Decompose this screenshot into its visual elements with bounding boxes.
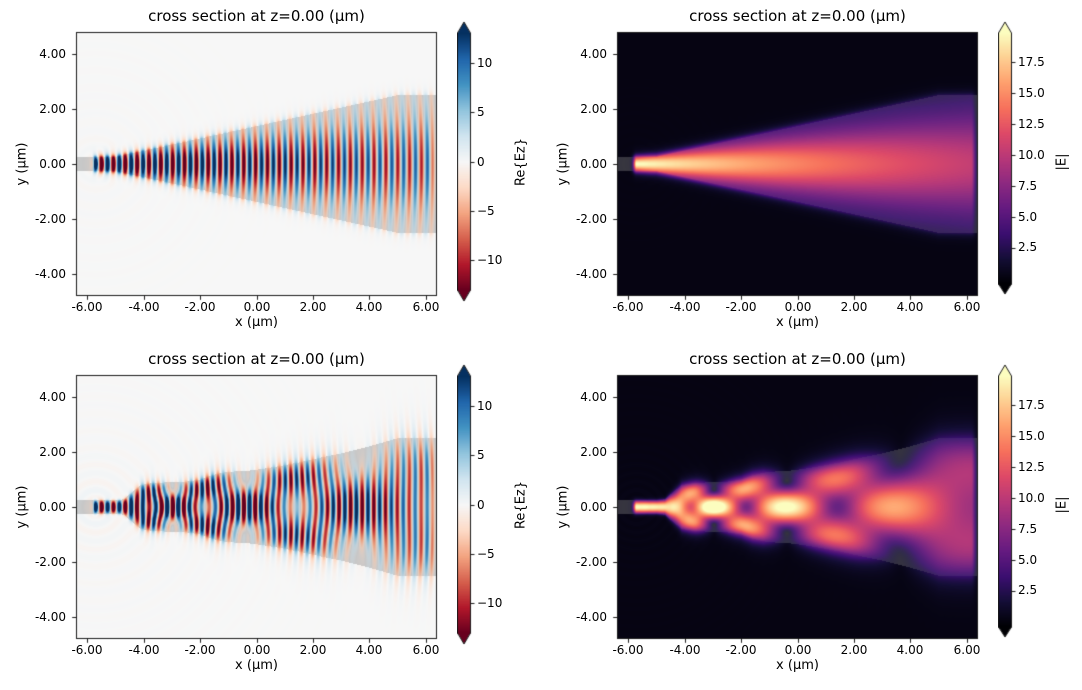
colorbar-tick-label: 2.5 [1018, 240, 1038, 254]
colorbar-e-mag [998, 18, 1018, 310]
x-tick-label: 0.00 [784, 643, 812, 657]
y-tick-label: 4.00 [39, 390, 66, 404]
colorbar-tick-label: −5 [477, 204, 495, 218]
field-heatmap-re-ez-wavy-taper [71, 370, 442, 644]
colorbar-re-ez [457, 361, 477, 653]
x-tick-label: 6.00 [953, 643, 981, 657]
y-tick-label: -4.00 [575, 610, 607, 624]
x-tick-label: 2.00 [840, 300, 868, 314]
y-tick-label: 2.00 [580, 445, 607, 459]
y-tick-label: 2.00 [580, 102, 607, 116]
x-axis-label: x (μm) [235, 315, 278, 330]
colorbar-label: Re{Ez} [513, 480, 529, 530]
x-tick-label: 4.00 [896, 300, 924, 314]
x-tick-label: -2.00 [725, 643, 757, 657]
colorbar-label: |E| [1054, 153, 1070, 171]
colorbar-tick-label: 5.0 [1018, 210, 1038, 224]
x-tick-label: -6.00 [612, 643, 644, 657]
field-heatmap-re-ez-linear-taper [71, 27, 442, 301]
y-tick-label: 4.00 [580, 390, 607, 404]
y-tick-label: -4.00 [34, 610, 66, 624]
x-axis-label: x (μm) [235, 658, 278, 673]
x-tick-label: 4.00 [896, 643, 924, 657]
y-tick-label: -4.00 [34, 267, 66, 281]
y-tick-label: -2.00 [575, 212, 607, 226]
x-axis-label: x (μm) [776, 315, 819, 330]
colorbar-tick-label: 0 [477, 155, 485, 169]
x-tick-label: 2.00 [840, 643, 868, 657]
plot-title: cross section at z=0.00 (μm) [148, 7, 365, 25]
x-tick-label: 4.00 [355, 300, 383, 314]
x-tick-label: 0.00 [784, 300, 812, 314]
colorbar-tick-label: 12.5 [1018, 460, 1045, 474]
x-tick-label: 6.00 [412, 300, 440, 314]
colorbar-tick-label: 17.5 [1018, 398, 1045, 412]
colorbar-tick-label: 12.5 [1018, 117, 1045, 131]
x-tick-label: -6.00 [612, 300, 644, 314]
colorbar-tick-label: −10 [477, 253, 503, 267]
panel-bottom-right-e-mag: cross section at z=0.00 (μm) y (μm) x (μ… [541, 343, 1082, 690]
x-tick-label: -6.00 [71, 643, 103, 657]
y-tick-label: 4.00 [580, 47, 607, 61]
x-tick-label: 6.00 [953, 300, 981, 314]
x-tick-label: 6.00 [412, 643, 440, 657]
y-tick-label: -2.00 [575, 555, 607, 569]
colorbar-re-ez [457, 18, 477, 310]
x-tick-label: -2.00 [184, 300, 216, 314]
y-tick-label: 2.00 [39, 445, 66, 459]
colorbar-tick-label: 7.5 [1018, 522, 1038, 536]
colorbar-tick-label: 10 [477, 399, 493, 413]
x-tick-label: 4.00 [355, 643, 383, 657]
colorbar-tick-label: 15.0 [1018, 429, 1045, 443]
colorbar-tick-label: 5 [477, 448, 485, 462]
colorbar-tick-label: −5 [477, 547, 495, 561]
x-tick-label: -4.00 [669, 643, 701, 657]
y-tick-label: 4.00 [39, 47, 66, 61]
colorbar-tick-label: −10 [477, 596, 503, 610]
colorbar-label: |E| [1054, 496, 1070, 514]
x-tick-label: 0.00 [243, 300, 271, 314]
y-tick-label: 0.00 [39, 157, 66, 171]
colorbar-tick-label: 5.0 [1018, 553, 1038, 567]
colorbar-tick-label: 10.0 [1018, 491, 1045, 505]
x-tick-label: -4.00 [128, 643, 160, 657]
colorbar-tick-label: 10 [477, 56, 493, 70]
plot-title: cross section at z=0.00 (μm) [689, 350, 906, 368]
colorbar-tick-label: 2.5 [1018, 583, 1038, 597]
x-tick-label: 2.00 [299, 643, 327, 657]
y-tick-label: 0.00 [580, 500, 607, 514]
plot-title: cross section at z=0.00 (μm) [689, 7, 906, 25]
x-tick-label: -4.00 [669, 300, 701, 314]
x-tick-label: -2.00 [184, 643, 216, 657]
panel-bottom-left-re-ez: cross section at z=0.00 (μm) y (μm) x (μ… [0, 343, 541, 690]
colorbar-tick-label: 0 [477, 498, 485, 512]
colorbar-label: Re{Ez} [513, 137, 529, 187]
colorbar-tick-label: 5 [477, 105, 485, 119]
field-heatmap-e-mag-linear-taper [612, 27, 983, 301]
colorbar-tick-label: 17.5 [1018, 55, 1045, 69]
x-tick-label: -4.00 [128, 300, 160, 314]
y-tick-label: 0.00 [39, 500, 66, 514]
y-tick-label: 0.00 [580, 157, 607, 171]
x-tick-label: 2.00 [299, 300, 327, 314]
x-tick-label: -6.00 [71, 300, 103, 314]
colorbar-tick-label: 7.5 [1018, 179, 1038, 193]
panel-top-left-re-ez: cross section at z=0.00 (μm) y (μm) x (μ… [0, 0, 541, 347]
plot-title: cross section at z=0.00 (μm) [148, 350, 365, 368]
y-tick-label: -2.00 [34, 555, 66, 569]
colorbar-e-mag [998, 361, 1018, 653]
panel-top-right-e-mag: cross section at z=0.00 (μm) y (μm) x (μ… [541, 0, 1082, 347]
y-tick-label: -2.00 [34, 212, 66, 226]
colorbar-tick-label: 15.0 [1018, 86, 1045, 100]
x-axis-label: x (μm) [776, 658, 819, 673]
x-tick-label: -2.00 [725, 300, 757, 314]
colorbar-tick-label: 10.0 [1018, 148, 1045, 162]
x-tick-label: 0.00 [243, 643, 271, 657]
field-heatmap-e-mag-wavy-taper [612, 370, 983, 644]
y-tick-label: -4.00 [575, 267, 607, 281]
y-tick-label: 2.00 [39, 102, 66, 116]
